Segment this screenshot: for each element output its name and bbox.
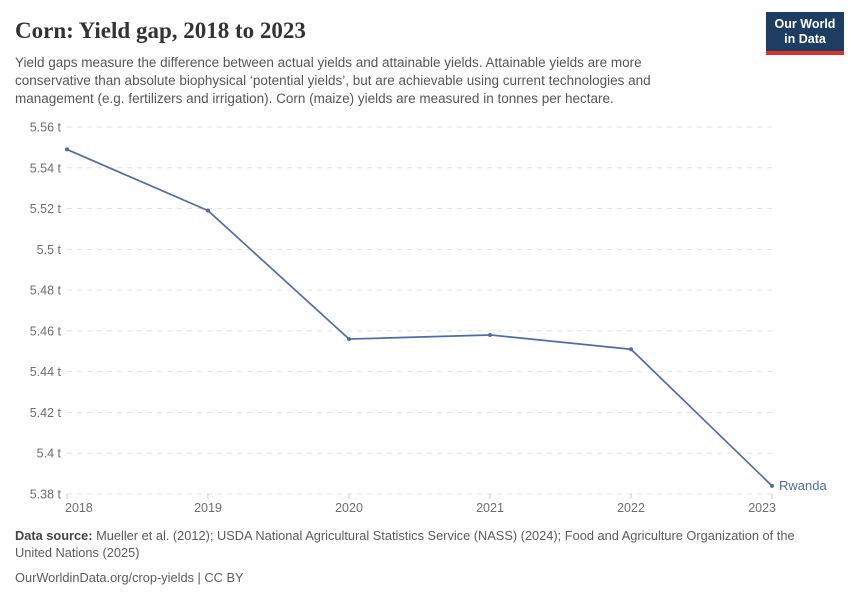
chart-footer: Data source: Mueller et al. (2012); USDA… xyxy=(15,527,835,585)
y-axis-label: 5.54 t xyxy=(30,161,62,175)
owid-chart-page: Corn: Yield gap, 2018 to 2023 Yield gaps… xyxy=(15,12,844,585)
logo-red-bar xyxy=(766,51,844,55)
chart-svg: 5.38 t 5.4 t 5.42 t 5.44 t 5.46 t 5.48 t 5.5 t… xyxy=(30,121,828,516)
y-axis-label: 5.44 t xyxy=(30,365,62,379)
data-source-label: Data source: xyxy=(15,528,93,543)
data-point[interactable] xyxy=(206,208,210,213)
y-axis-label: 5.4 t xyxy=(37,447,62,461)
line-chart: 5.38 t 5.4 t 5.42 t 5.44 t 5.46 t 5.48 t 5.5 t… xyxy=(15,114,835,523)
citation-link[interactable]: OurWorldinData.org/crop-yields | CC BY xyxy=(15,570,244,585)
y-axis-label: 5.38 t xyxy=(30,488,62,502)
x-axis-label: 2023 xyxy=(748,501,776,515)
chart-header: Corn: Yield gap, 2018 to 2023 Yield gaps… xyxy=(15,12,844,108)
data-point[interactable] xyxy=(770,483,774,488)
page-title: Corn: Yield gap, 2018 to 2023 xyxy=(15,18,306,43)
logo-line1: Our World xyxy=(774,17,836,31)
y-axis-label: 5.52 t xyxy=(30,202,62,216)
series-line-rwanda[interactable] xyxy=(66,148,773,487)
x-axis-label: 2019 xyxy=(194,501,222,515)
data-point[interactable] xyxy=(347,337,351,342)
y-axis-label: 5.5 t xyxy=(37,243,62,257)
data-point[interactable] xyxy=(488,332,492,337)
y-axis-label: 5.56 t xyxy=(30,121,62,135)
data-source-line: Data source: Mueller et al. (2012); USDA… xyxy=(15,527,815,561)
series-end-label[interactable]: Rwanda xyxy=(779,478,827,493)
x-axis-label: 2022 xyxy=(617,501,645,515)
logo-line2: in Data xyxy=(784,32,826,46)
y-axis-label: 5.48 t xyxy=(30,284,62,298)
x-axis-label: 2018 xyxy=(65,501,93,515)
chart-subtitle: Yield gaps measure the difference betwee… xyxy=(15,55,651,106)
y-axis-label: 5.42 t xyxy=(30,406,62,420)
owid-logo[interactable]: Our World in Data xyxy=(766,12,844,55)
data-source-text: Mueller et al. (2012); USDA National Agr… xyxy=(15,528,795,560)
owid-logo-text: Our World in Data xyxy=(766,12,844,51)
data-point[interactable] xyxy=(65,147,69,152)
x-axis-label: 2020 xyxy=(335,501,363,515)
x-axis-label: 2021 xyxy=(476,501,504,515)
y-axis-label: 5.46 t xyxy=(30,324,62,338)
data-point[interactable] xyxy=(629,347,633,352)
